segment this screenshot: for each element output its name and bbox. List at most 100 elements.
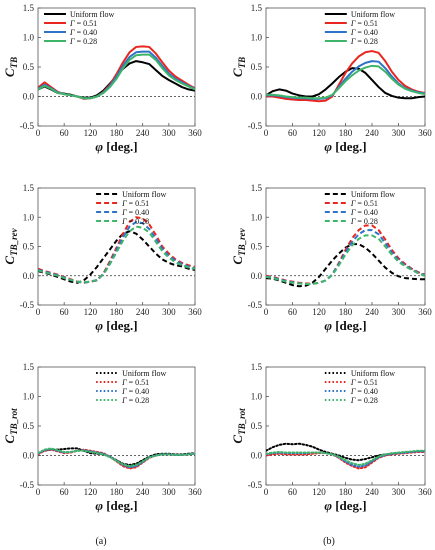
series-line-3 (38, 53, 195, 100)
y-tick-label: 0.0 (251, 92, 263, 102)
y-tick-label: 1.5 (23, 183, 35, 193)
x-tick-label: 360 (188, 307, 202, 317)
x-tick-label: 240 (136, 128, 150, 138)
x-tick-label: 180 (339, 487, 353, 497)
x-tick-label: 180 (339, 307, 353, 317)
series-line-1 (266, 50, 425, 103)
x-tick-label: 180 (110, 487, 124, 497)
y-tick-label: 0.5 (251, 62, 263, 72)
x-tick-label: 300 (392, 128, 406, 138)
plot-frame (37, 7, 196, 127)
x-tick-label: 300 (162, 128, 176, 138)
x-axis-label: φ [deg.] (324, 318, 366, 333)
x-tick-label: 60 (288, 307, 298, 317)
y-tick-label: -0.5 (20, 480, 35, 490)
series-line-0 (266, 243, 425, 288)
x-tick-label: 60 (60, 487, 70, 497)
y-tick-label: 1.0 (251, 33, 263, 43)
legend-label: Uniform flow (351, 190, 395, 199)
x-tick-label: 300 (162, 307, 176, 317)
x-tick-label: 360 (418, 128, 432, 138)
y-tick-label: 0.5 (23, 421, 35, 431)
y-tick-label: 0.5 (23, 242, 35, 252)
y-tick-label: 0.0 (251, 451, 263, 461)
legend-label: Γ = 0.28 (350, 396, 378, 405)
x-tick-label: 240 (136, 487, 150, 497)
legend-label: Γ = 0.51 (350, 199, 378, 208)
plot-frame (265, 366, 426, 486)
chart-panel-a-top: -0.5 0.0 0.5 1.0 1.5 0 60 120 180 240 300 360 φ [deg… (2, 3, 202, 154)
y-axis-label: CTB (2, 57, 19, 77)
legend-label: Γ = 0.40 (121, 208, 149, 217)
plot-frame (265, 7, 426, 127)
y-tick-label: 0.5 (23, 62, 35, 72)
x-axis-label: φ [deg.] (324, 498, 366, 513)
series-line-3 (38, 447, 195, 468)
legend-label: Γ = 0.28 (121, 396, 149, 405)
x-tick-label: 300 (392, 307, 406, 317)
series-line-2 (266, 450, 425, 468)
y-axis-label: CTB_rev (2, 227, 19, 264)
y-tick-label: 1.0 (23, 212, 35, 222)
x-axis-label: φ [deg.] (95, 318, 137, 333)
x-tick-label: 300 (162, 487, 176, 497)
x-tick-label: 120 (312, 487, 326, 497)
x-tick-label: 60 (288, 128, 298, 138)
y-tick-label: 1.0 (23, 33, 35, 43)
legend-label: Γ = 0.51 (121, 199, 149, 208)
legend-label: Γ = 0.51 (350, 19, 378, 28)
legend-label: Uniform flow (122, 190, 166, 199)
legend-label: Γ = 0.40 (350, 387, 378, 396)
series-line-3 (38, 225, 195, 284)
legend-label: Uniform flow (122, 369, 166, 378)
y-tick-label: 0.0 (23, 451, 35, 461)
x-tick-label: 120 (84, 487, 98, 497)
series-line-2 (266, 229, 425, 285)
legend-label: Γ = 0.40 (121, 387, 149, 396)
x-tick-label: 60 (60, 128, 70, 138)
x-tick-label: 60 (288, 487, 298, 497)
y-tick-label: 0.5 (251, 242, 263, 252)
y-tick-label: 1.5 (23, 362, 35, 372)
legend-label: Γ = 0.40 (69, 28, 97, 37)
legend-label: Γ = 0.28 (121, 217, 149, 226)
series-line-2 (38, 220, 195, 284)
legend-label: Γ = 0.51 (121, 378, 149, 387)
x-tick-label: 0 (264, 128, 269, 138)
y-tick-label: -0.5 (20, 121, 35, 131)
x-tick-label: 120 (84, 307, 98, 317)
y-tick-label: 0.0 (251, 271, 263, 281)
y-tick-label: 0.5 (251, 421, 263, 431)
chart-panel-b-mid: -0.5 0.0 0.5 1.0 1.5 0 60 120 180 240 300 360 φ [deg… (230, 183, 432, 333)
x-tick-label: 180 (110, 307, 124, 317)
x-tick-label: 0 (36, 128, 41, 138)
y-tick-label: 0.0 (23, 92, 35, 102)
series-line-1 (266, 224, 425, 285)
y-tick-label: 0.0 (23, 271, 35, 281)
x-tick-label: 360 (418, 487, 432, 497)
legend-label: Uniform flow (351, 369, 395, 378)
y-tick-label: 1.5 (251, 362, 263, 372)
y-axis-label: CTB_rot (2, 408, 19, 444)
x-tick-label: 120 (312, 128, 326, 138)
y-axis-label: CTB_rot (230, 408, 247, 444)
series-line-0 (38, 230, 195, 284)
x-tick-label: 360 (188, 128, 202, 138)
x-tick-label: 240 (136, 307, 150, 317)
chart-panel-a-mid: -0.5 0.0 0.5 1.0 1.5 0 60 120 180 240 300 360 φ [deg… (2, 183, 202, 333)
chart-panel-b-bot: -0.5 0.0 0.5 1.0 1.5 0 60 120 180 240 300 360 φ [deg… (230, 362, 432, 513)
x-tick-label: 120 (312, 307, 326, 317)
caption-b: (b) (323, 536, 335, 547)
y-tick-label: -0.5 (248, 300, 263, 310)
legend-label: Γ = 0.28 (350, 217, 378, 226)
x-tick-label: 0 (36, 307, 41, 317)
y-tick-label: 1.0 (23, 392, 35, 402)
x-tick-label: 360 (188, 487, 202, 497)
legend-label: Γ = 0.28 (350, 37, 378, 46)
plot-frame (37, 366, 196, 486)
caption-a: (a) (95, 536, 106, 547)
y-tick-label: 1.5 (251, 3, 263, 13)
